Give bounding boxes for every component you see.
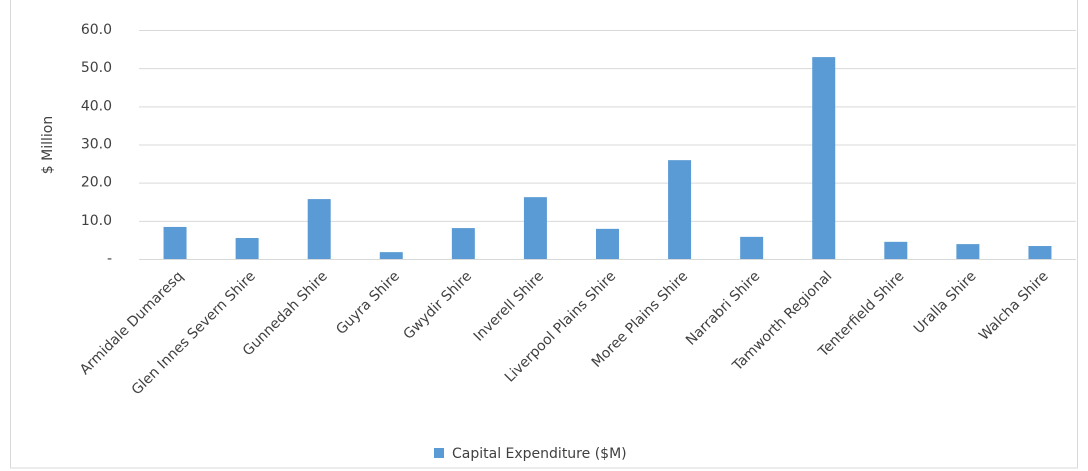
y-tick-label: 40.0 bbox=[81, 98, 112, 114]
x-tick-label: Guyra Shire bbox=[333, 268, 403, 338]
y-tick-label: 10.0 bbox=[81, 213, 112, 229]
bar bbox=[1028, 246, 1052, 259]
bar bbox=[235, 238, 259, 259]
x-tick-label: Walcha Shire bbox=[976, 268, 1051, 343]
bar bbox=[379, 252, 403, 259]
bar bbox=[523, 197, 547, 259]
y-tick-label: - bbox=[107, 251, 112, 267]
y-axis-label: $ Million bbox=[40, 116, 56, 174]
bar bbox=[884, 241, 908, 259]
y-tick-label: 20.0 bbox=[81, 175, 112, 191]
legend-label: Capital Expenditure ($M) bbox=[452, 446, 627, 462]
y-tick-label: 60.0 bbox=[81, 22, 112, 38]
bar bbox=[307, 199, 331, 259]
bar bbox=[812, 57, 836, 260]
legend-swatch bbox=[434, 448, 444, 458]
y-tick-label: 30.0 bbox=[81, 137, 112, 153]
bar bbox=[596, 228, 619, 259]
x-tick-label: Uralla Shire bbox=[911, 268, 980, 337]
bar bbox=[956, 244, 980, 259]
bar bbox=[740, 236, 764, 259]
bar bbox=[163, 226, 187, 259]
bar bbox=[668, 160, 692, 259]
bar bbox=[451, 228, 475, 259]
x-tick-label: Narrabri Shire bbox=[683, 268, 763, 348]
y-tick-label: 50.0 bbox=[81, 60, 112, 76]
x-tick-label: Glen Innes Severn Shire bbox=[129, 268, 259, 398]
x-tick-label: Gwydir Shire bbox=[401, 268, 475, 342]
chart-border bbox=[10, 0, 1078, 469]
x-tick-label: Inverell Shire bbox=[471, 268, 547, 344]
